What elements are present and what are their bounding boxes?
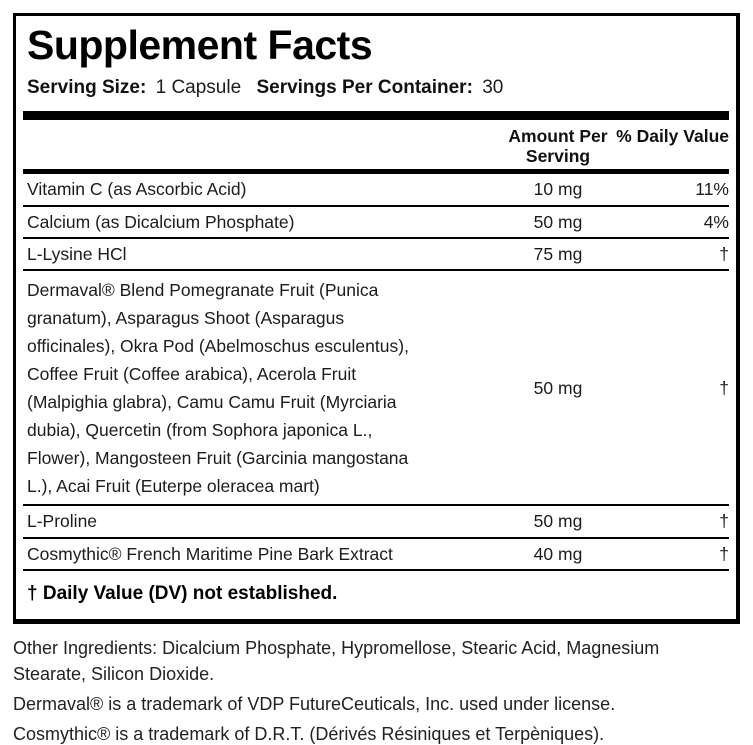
servings-per-container-label: Servings Per Container: [256, 77, 473, 99]
trademark-dermaval-text: Dermaval® is a trademark of VDP FutureCe… [13, 694, 616, 714]
nutrient-name: Dermaval® Blend Pomegranate Fruit (Punic… [27, 280, 409, 497]
nutrient-row-l-lysine: L-Lysine HCl 75 mg † [23, 239, 729, 272]
column-headers: Amount Per Serving % Daily Value [23, 120, 729, 169]
nutrient-name: Cosmythic® French Maritime Pine Bark Ext… [27, 543, 393, 564]
nutrient-row-cosmythic: Cosmythic® French Maritime Pine Bark Ext… [23, 539, 729, 571]
nutrient-amount: 40 mg [533, 543, 583, 564]
panel-title: Supplement Facts [27, 22, 373, 68]
nutrient-row-l-proline: L-Proline 50 mg † [23, 506, 729, 539]
nutrient-daily-value: 4% [703, 211, 729, 232]
amount-per-serving-header: Amount Per Serving [508, 126, 608, 166]
nutrient-daily-value: † [719, 244, 729, 265]
nutrient-daily-value: † [719, 543, 729, 564]
supplement-label-page: Supplement Facts Serving Size: 1 Capsule… [0, 13, 753, 745]
nutrient-daily-value: 11% [695, 179, 729, 200]
supplement-facts-panel: Supplement Facts Serving Size: 1 Capsule… [13, 13, 740, 624]
nutrient-name: Vitamin C (as Ascorbic Acid) [27, 179, 247, 200]
daily-value-footnote: † Daily Value (DV) not established. [27, 583, 338, 604]
serving-size-label: Serving Size: [27, 77, 147, 99]
nutrient-amount: 50 mg [533, 511, 583, 532]
divider-thick [23, 111, 729, 121]
other-ingredients-text: Other Ingredients: Dicalcium Phosphate, … [13, 638, 660, 684]
nutrient-daily-value: † [719, 377, 729, 398]
divider-medium [23, 169, 729, 175]
daily-value-header: % Daily Value [616, 126, 729, 147]
servings-per-container-value: 30 [482, 77, 504, 99]
nutrient-row-vitamin-c: Vitamin C (as Ascorbic Acid) 10 mg 11% [23, 174, 729, 207]
nutrient-amount: 10 mg [533, 179, 583, 200]
nutrient-name: L-Proline [27, 511, 98, 532]
nutrient-amount: 50 mg [533, 377, 583, 398]
serving-size-value: 1 Capsule [155, 77, 242, 99]
nutrient-row-calcium: Calcium (as Dicalcium Phosphate) 50 mg 4… [23, 207, 729, 239]
nutrient-amount: 50 mg [533, 211, 583, 232]
nutrient-daily-value: † [719, 511, 729, 532]
serving-info: Serving Size: 1 Capsule Servings Per Con… [27, 77, 729, 99]
nutrient-name: Calcium (as Dicalcium Phosphate) [27, 211, 295, 232]
trademark-cosmythic-text: Cosmythic® is a trademark of D.R.T. (Dér… [13, 724, 605, 744]
nutrient-amount: 75 mg [533, 244, 583, 265]
label-footer: Other Ingredients: Dicalcium Phosphate, … [13, 635, 740, 745]
nutrient-name: L-Lysine HCl [27, 243, 127, 264]
nutrient-row-dermaval-blend: Dermaval® Blend Pomegranate Fruit (Punic… [23, 271, 729, 507]
